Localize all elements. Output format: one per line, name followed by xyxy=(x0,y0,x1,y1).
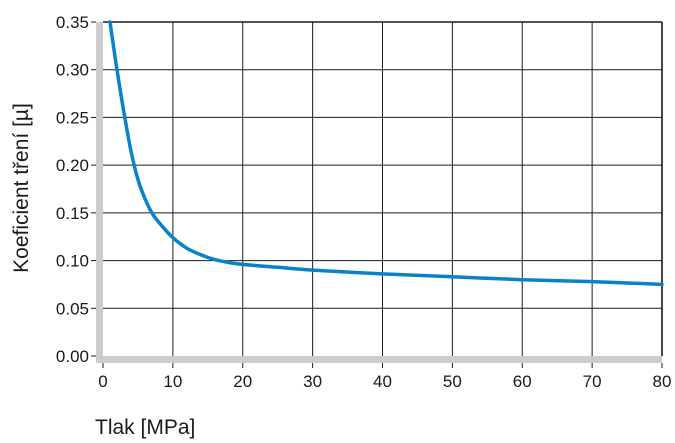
grid xyxy=(103,21,663,356)
y-tick-label: 0.15 xyxy=(56,204,89,223)
series-layer xyxy=(108,20,664,287)
x-tick-label: 10 xyxy=(163,372,182,391)
x-tick-label: 50 xyxy=(443,372,462,391)
x-tick-label: 0 xyxy=(98,372,107,391)
x-axis-band xyxy=(96,356,662,363)
y-axis-label: Koeficient tření [µ] xyxy=(10,103,33,273)
x-axis-label: Tlak [MPa] xyxy=(95,416,195,439)
x-tick-label: 60 xyxy=(513,372,532,391)
x-tick-label: 70 xyxy=(583,372,602,391)
y-axis-band xyxy=(96,22,103,363)
y-tick-label: 0.30 xyxy=(56,61,89,80)
y-tick-label: 0.10 xyxy=(56,252,89,271)
y-tick-label: 0.20 xyxy=(56,156,89,175)
y-axis-ticks: 0.00 0.05 0.10 0.15 0.20 0.25 0.30 0.35 xyxy=(56,13,96,366)
x-tick-label: 20 xyxy=(233,372,252,391)
y-tick-label: 0.25 xyxy=(56,108,89,127)
x-tick-label: 40 xyxy=(373,372,392,391)
y-tick-label: 0.35 xyxy=(56,13,89,32)
x-axis-ticks: 0 10 20 30 40 50 60 70 80 xyxy=(98,363,671,391)
y-tick-label: 0.05 xyxy=(56,299,89,318)
friction-curve xyxy=(108,20,664,287)
y-tick-label: 0.00 xyxy=(56,347,89,366)
x-tick-label: 30 xyxy=(303,372,322,391)
x-tick-label: 80 xyxy=(653,372,672,391)
